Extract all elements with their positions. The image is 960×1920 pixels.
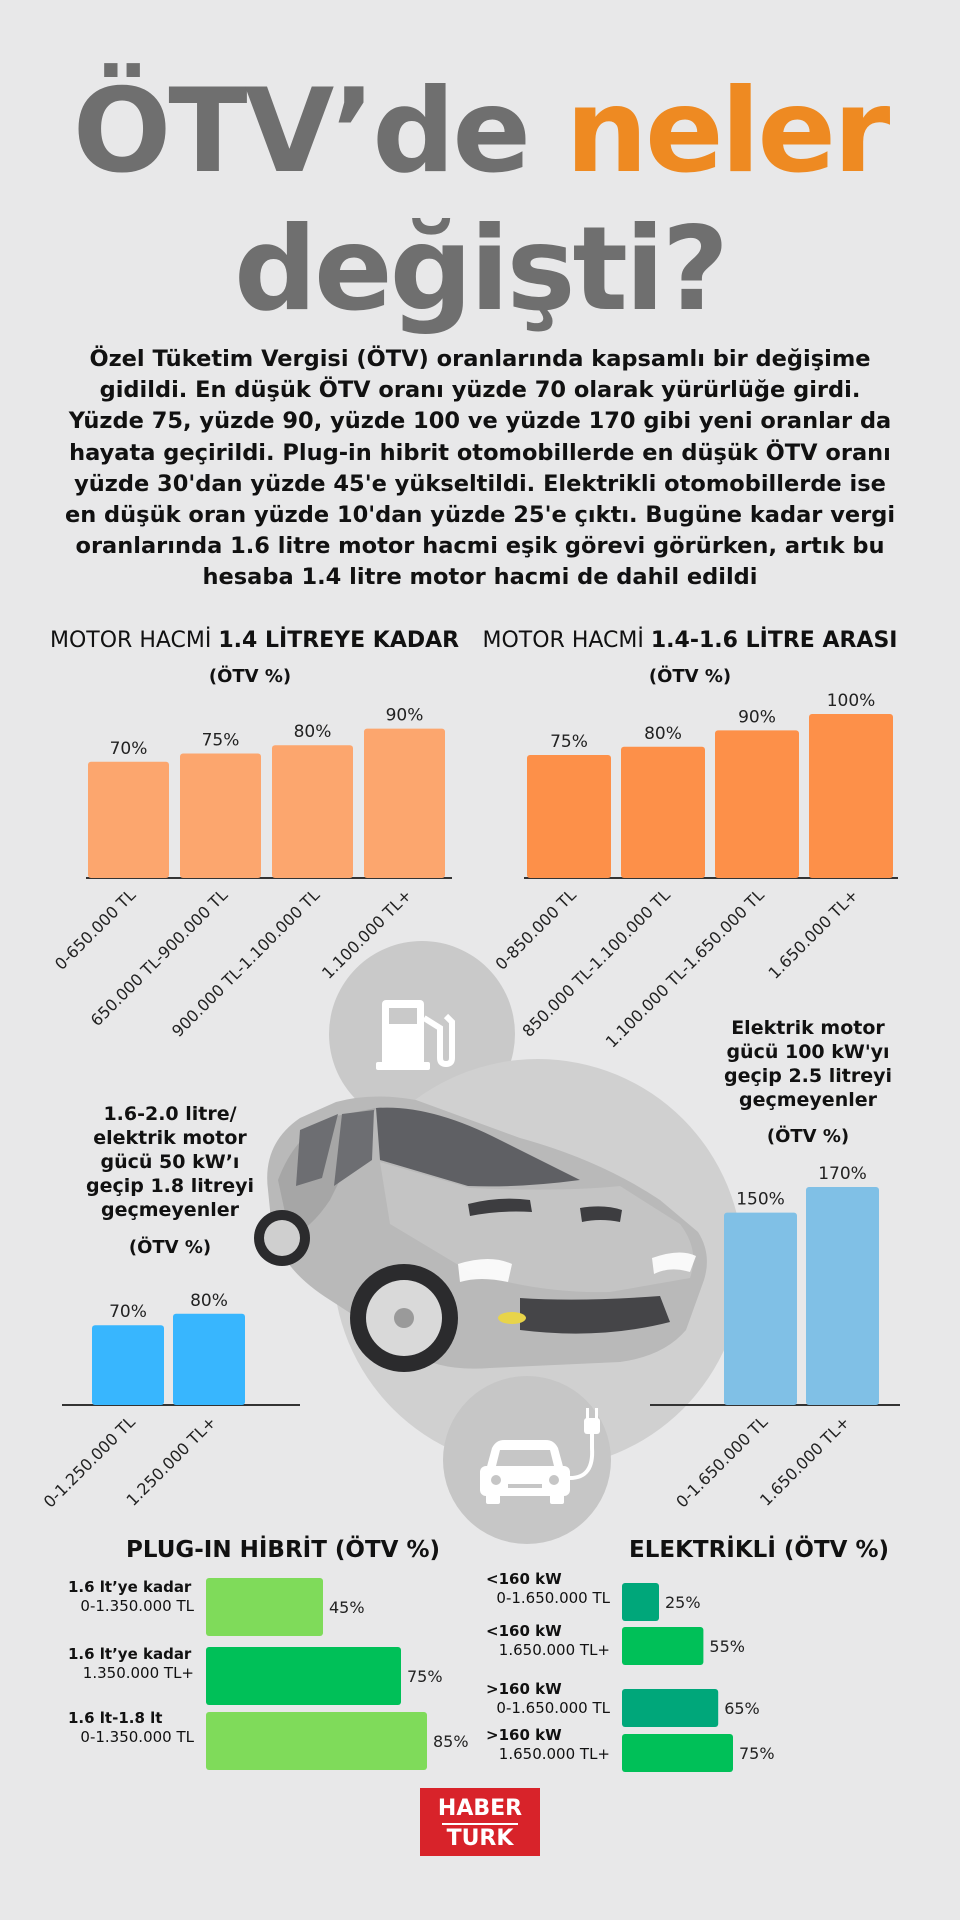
chart6-bar [622,1734,733,1772]
chart2-data-label: 80% [644,724,682,744]
category-bold: 1.6 lt-1.8 lt [68,1709,163,1727]
category-sub: 1.350.000 TL+ [82,1664,194,1682]
page-title: ÖTV’de neler [72,64,891,199]
chart2-bar [527,755,611,878]
chart1-title: MOTOR HACMİ 1.4 LİTREYE KADAR [50,628,460,653]
chart4-data-label: 170% [818,1164,867,1184]
chart1-bar [180,753,261,878]
category-bold: >160 kW [486,1726,562,1744]
chart3-bar [92,1325,164,1405]
chart2-tick-label: 1.100.000 TL-1.650.000 TL [602,885,768,1051]
chart6-category-label: >160 kW 0-1.650.000 TL [486,1680,610,1718]
category-bold: <160 kW [486,1570,562,1588]
plugin-hybrid-title: PLUG-IN HİBRİT (ÖTV %) [126,1537,441,1563]
chart2-data-label: 75% [550,732,588,752]
chart3-subtitle: (ÖTV %) [128,1237,212,1258]
category-bold: >160 kW [486,1680,562,1698]
category-sub: 1.650.000 TL+ [498,1745,610,1763]
title-highlight: neler [565,64,890,199]
chart1-data-label: 80% [294,722,332,742]
chart6-category-label: >160 kW 1.650.000 TL+ [486,1726,610,1764]
chart6-data-label: 75% [739,1744,775,1763]
chart2-bar [715,730,799,878]
chart1-tick-label: 0-650.000 TL [51,885,139,973]
haberturk-logo[interactable]: HABER TURK [420,1788,540,1856]
chart5-bar [206,1712,427,1770]
chart6-data-label: 65% [724,1699,760,1718]
category-bold: 1.6 lt’ye kadar [68,1645,192,1663]
chart2-subtitle: (ÖTV %) [648,666,732,687]
fuel-pump-icon [376,1000,455,1070]
electric-title: ELEKTRİKLİ (ÖTV %) [629,1537,890,1563]
chart1-bar [364,728,445,878]
chart5-data-label: 75% [407,1667,443,1686]
chart1-data-label: 90% [386,706,424,726]
chart4-tick-label: 1.650.000 TL+ [756,1412,853,1509]
chart2-bar [621,746,705,878]
electric-car-icon [480,1408,600,1504]
chart1-tick-label: 900.000 TL-1.100.000 TL [168,885,323,1040]
chart5-bar [206,1647,401,1705]
chart2-tick-label: 0-850.000 TL [492,885,580,973]
chart1-subtitle: (ÖTV %) [208,666,292,687]
chart6-data-label: 55% [709,1637,745,1656]
chart6-bar [622,1583,659,1621]
chart5-bar [206,1578,323,1636]
chart5-data-label: 85% [433,1732,469,1751]
chart3-data-label: 70% [109,1302,147,1322]
category-bold: 1.6 lt’ye kadar [68,1578,192,1596]
chart2-title: MOTOR HACMİ 1.4-1.6 LİTRE ARASI [482,628,898,653]
chart4-bar [724,1212,797,1405]
chart2-data-label: 100% [827,691,876,711]
chart6-bar [622,1627,704,1665]
car-illustration [254,1096,707,1372]
chart4-data-label: 150% [736,1190,785,1210]
chart4-title: Elektrik motor gücü 100 kW'yı geçip 2.5 … [723,1017,892,1111]
chart4-bar [806,1187,879,1405]
chart2-bar [809,714,893,878]
page-title-line2: değişti? [233,202,729,337]
intro-paragraph: Özel Tüketim Vergisi (ÖTV) oranlarında k… [64,346,896,591]
chart1-data-label: 75% [202,731,240,751]
chart4-subtitle: (ÖTV %) [766,1126,850,1147]
chart5-category-label: 1.6 lt-1.8 lt 0-1.350.000 TL [68,1709,194,1747]
category-sub: 0-1.650.000 TL [496,1699,610,1717]
chart2-tick-label: 1.650.000 TL+ [765,885,862,982]
category-sub: 0-1.350.000 TL [80,1728,194,1746]
category-sub: 0-1.350.000 TL [80,1597,194,1615]
chart2-data-label: 90% [738,707,776,727]
chart3-data-label: 80% [190,1291,228,1311]
chart1-data-label: 70% [110,739,148,759]
chart5-data-label: 45% [329,1598,365,1617]
category-sub: 0-1.650.000 TL [496,1589,610,1607]
category-bold: <160 kW [486,1622,562,1640]
chart6-category-label: <160 kW 0-1.650.000 TL [486,1570,610,1608]
chart5-category-label: 1.6 lt’ye kadar 0-1.350.000 TL [68,1578,194,1616]
chart5-category-label: 1.6 lt’ye kadar 1.350.000 TL+ [68,1645,194,1683]
chart6-data-label: 25% [665,1593,701,1612]
chart3-title: 1.6-2.0 litre/ elektrik motor gücü 50 kW… [85,1103,254,1221]
chart6-bar [622,1689,719,1727]
chart1-bar [272,745,353,878]
chart3-bar [173,1313,245,1405]
chart6-category-label: <160 kW 1.650.000 TL+ [486,1622,610,1660]
chart1-bar [88,761,169,878]
category-sub: 1.650.000 TL+ [498,1641,610,1659]
